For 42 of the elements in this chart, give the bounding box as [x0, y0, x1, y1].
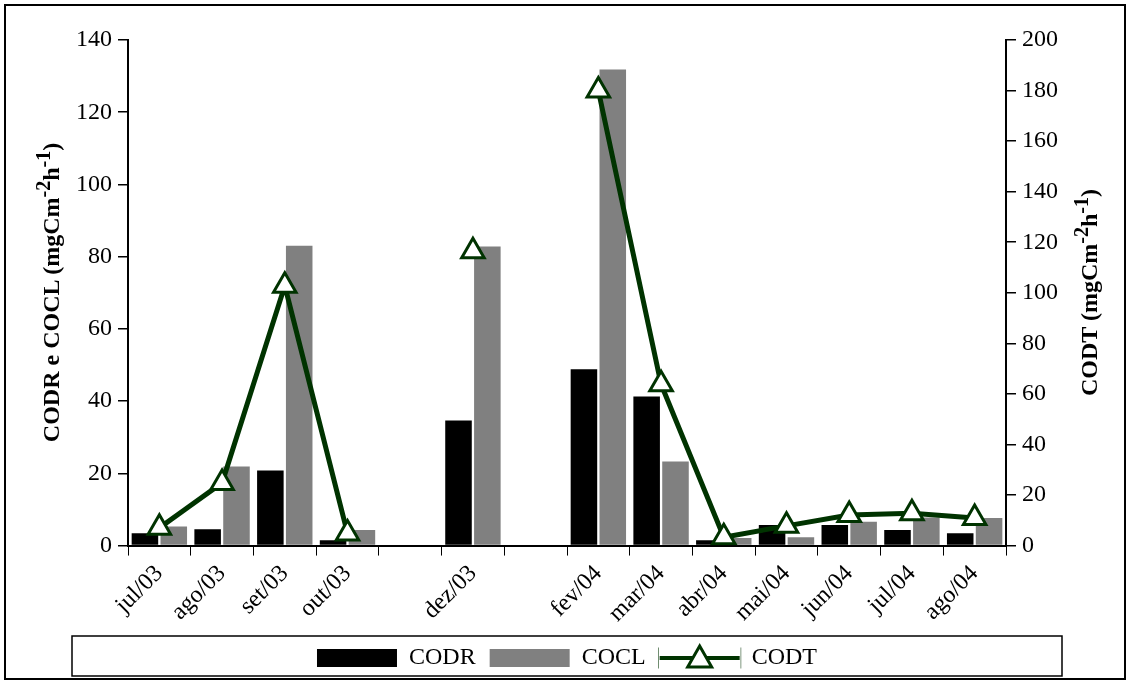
point	[648, 369, 674, 393]
bar	[913, 517, 940, 545]
y2-tick-label: 180	[1022, 75, 1058, 102]
y-tick-label: 100	[76, 169, 112, 196]
y-tick-label: 60	[88, 314, 112, 341]
point	[899, 498, 925, 522]
bar	[787, 537, 815, 545]
point	[334, 518, 361, 542]
y2-tick-label: 20	[1022, 480, 1046, 507]
y-tick-label: 140	[76, 25, 112, 52]
y2-tick-label: 60	[1022, 379, 1046, 406]
point	[711, 522, 737, 546]
y-tick-label: 0	[100, 530, 112, 557]
y-tick-label: 40	[88, 386, 112, 413]
point	[146, 513, 173, 536]
y2-tick-label: 0	[1022, 530, 1034, 557]
bar	[223, 466, 250, 545]
y-tick-label: 20	[88, 458, 112, 485]
point	[961, 503, 988, 527]
point	[209, 468, 235, 491]
bar	[599, 69, 627, 545]
y2-tick-label: 40	[1022, 429, 1046, 456]
point	[272, 271, 298, 294]
y2-tick-label: 160	[1022, 126, 1058, 153]
bar	[850, 521, 877, 545]
point	[773, 511, 800, 534]
y2-tick-label: 100	[1022, 278, 1058, 305]
y2-tick-label: 200	[1022, 25, 1058, 52]
y2-tick-label: 140	[1022, 176, 1058, 203]
bar	[474, 246, 501, 545]
bar	[285, 245, 313, 545]
bar	[662, 461, 689, 545]
legend-label: COCL	[581, 643, 646, 670]
point	[460, 236, 486, 260]
y-tick-label: 80	[88, 241, 112, 268]
point	[585, 76, 612, 99]
y2-tick-label: 80	[1022, 328, 1046, 355]
legend-label: CODR	[408, 643, 476, 670]
y-tick-label: 120	[76, 97, 112, 124]
point	[836, 500, 862, 523]
legend-label: CODT	[751, 643, 818, 670]
y2-tick-label: 120	[1022, 227, 1058, 254]
